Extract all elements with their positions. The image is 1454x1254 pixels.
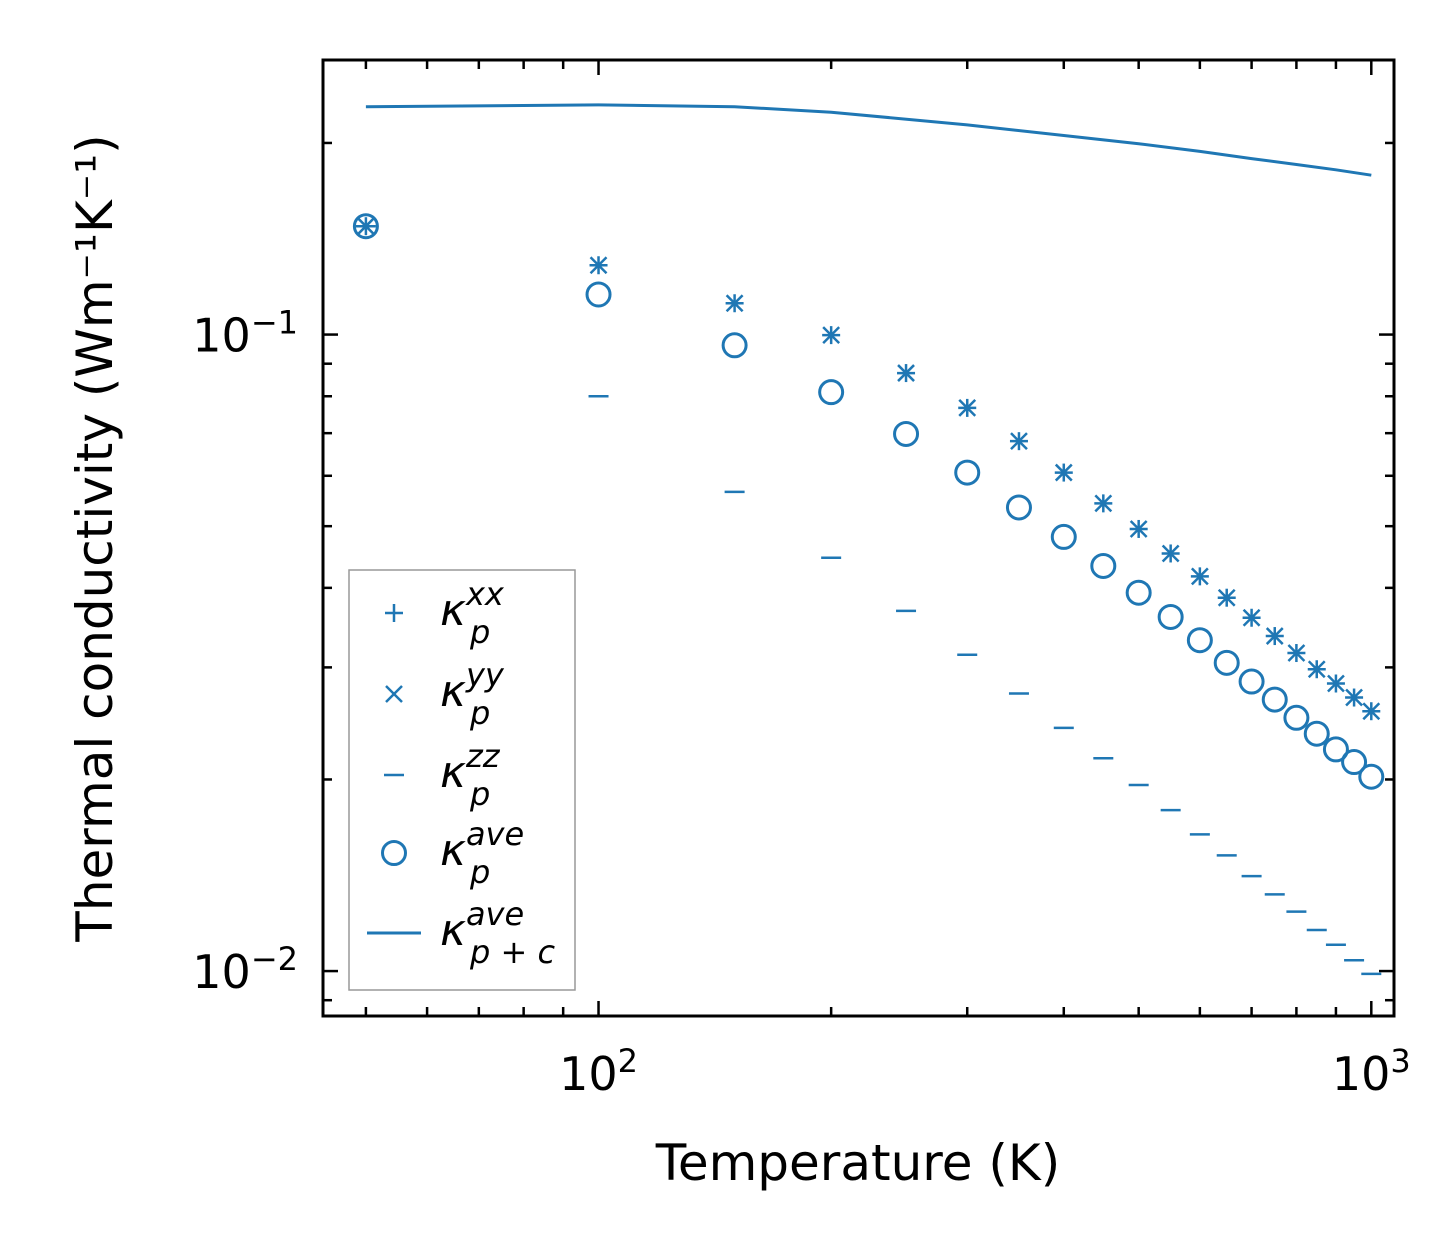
data-point (1345, 688, 1363, 707)
legend-label: κyy p (440, 656, 505, 732)
legend-label: κzz p (440, 737, 501, 813)
series-kp_ave (352, 213, 1385, 790)
data-point (1307, 660, 1326, 679)
legend-item-kp_zz: κzz p (384, 737, 501, 813)
data-point (822, 326, 841, 345)
x-tick-label: 103 (1332, 1042, 1411, 1101)
series-kpc_ave (365, 103, 1372, 177)
data-point (1157, 603, 1184, 630)
data-point (1362, 702, 1381, 721)
data-point (1010, 432, 1028, 451)
legend-label: κxx p (440, 575, 505, 651)
data-point (958, 399, 977, 417)
legend-item-kp_ave: κave p (381, 815, 524, 891)
data-point (1261, 686, 1288, 713)
data-point (1327, 674, 1345, 693)
data-point (1054, 463, 1073, 482)
legend-marker (385, 685, 403, 703)
legend-label: κave p (440, 815, 524, 891)
legend-item-kpc_ave: κave p + c (367, 895, 555, 971)
data-point (1303, 720, 1330, 747)
plot-frame (321, 58, 1396, 1018)
legend-label: κave p + c (440, 895, 555, 971)
data-point (1287, 644, 1306, 662)
data-point (1358, 763, 1385, 790)
series-line (365, 103, 1372, 177)
data-point (1125, 579, 1152, 606)
legend-marker (381, 840, 407, 866)
data-point (725, 294, 744, 313)
data-point (1213, 649, 1240, 676)
data-point (1283, 704, 1310, 731)
data-point (893, 420, 920, 447)
data-point (1186, 627, 1213, 654)
data-point (1050, 523, 1077, 550)
data-point (1322, 736, 1349, 763)
plot-area (352, 103, 1385, 976)
data-point (585, 281, 612, 308)
data-point (1005, 494, 1032, 521)
legend-box (348, 569, 576, 991)
data-point (352, 213, 379, 240)
data-point (1190, 567, 1209, 586)
x-tick-labels: 102 103 (559, 1042, 1411, 1101)
data-point (589, 256, 608, 275)
data-point (1341, 749, 1368, 776)
x-axis-label: Temperature (K) (655, 1134, 1060, 1192)
data-point (1217, 588, 1236, 607)
legend-marker (385, 604, 403, 622)
x-tick-label: 102 (559, 1042, 638, 1101)
data-point (1238, 668, 1265, 695)
data-point (1242, 608, 1261, 627)
data-point (897, 364, 915, 382)
data-point (954, 459, 981, 486)
legend-item-kp_yy: κyy p (385, 656, 505, 732)
data-point (1094, 494, 1113, 513)
legend-item-kp_xx: κxx p (385, 575, 505, 651)
y-tick-labels: 10−1 10−2 (192, 304, 298, 1000)
data-point (721, 332, 748, 359)
series-kp_yy (357, 217, 1381, 721)
data-point (1265, 627, 1284, 645)
data-point (1129, 520, 1148, 538)
y-tick-label: 10−1 (192, 304, 298, 363)
data-point (1090, 552, 1117, 579)
data-point (1161, 544, 1180, 563)
y-axis-label: Thermal conductivity (Wm⁻¹K⁻¹) (66, 134, 124, 942)
series-kp_zz (355, 224, 1382, 976)
data-point (818, 379, 845, 406)
y-tick-label: 10−2 (192, 940, 298, 999)
